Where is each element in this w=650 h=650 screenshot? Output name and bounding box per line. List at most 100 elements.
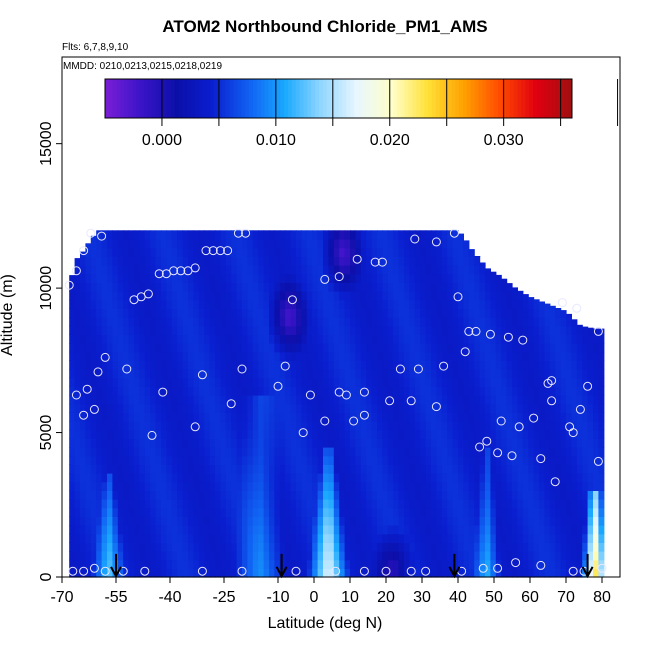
heatmap-cell <box>112 351 119 361</box>
heatmap-cell <box>350 273 356 283</box>
heatmap-cell <box>350 360 356 370</box>
x-tick-label: 10 <box>341 589 359 606</box>
heatmap-cell <box>404 351 410 361</box>
heatmap-cell <box>242 247 248 257</box>
heatmap-cell <box>177 343 184 353</box>
heatmap-cell <box>350 334 356 344</box>
heatmap-cell <box>441 230 448 240</box>
heatmap-cell <box>382 256 389 266</box>
heatmap-cell <box>74 447 81 457</box>
heatmap-cell <box>539 559 545 569</box>
heatmap-cell <box>128 386 135 396</box>
heatmap-cell <box>96 499 103 509</box>
heatmap-cell <box>139 403 146 413</box>
heatmap-cell <box>387 464 394 474</box>
heatmap-cell <box>144 481 151 491</box>
heatmap-cell <box>414 395 421 405</box>
heatmap-cell <box>85 490 92 500</box>
colorbar-segment <box>447 79 452 118</box>
heatmap-cell <box>209 369 216 379</box>
heatmap-cell <box>522 568 529 578</box>
heatmap-cell <box>285 403 292 413</box>
heatmap-cell <box>236 230 243 240</box>
colorbar-segment <box>373 79 378 118</box>
observation-point <box>511 558 521 568</box>
heatmap-cell <box>242 273 248 283</box>
heatmap-cell <box>420 325 427 335</box>
heatmap-cell <box>555 507 562 517</box>
heatmap-cell <box>479 282 486 292</box>
heatmap-cell <box>366 325 373 335</box>
heatmap-cell <box>317 256 324 266</box>
heatmap-cell <box>139 533 146 543</box>
heatmap-cell <box>290 308 297 318</box>
heatmap-cell <box>425 308 432 318</box>
heatmap-cell <box>69 525 76 535</box>
heatmap-cell <box>312 308 319 318</box>
heatmap-cell <box>431 447 437 457</box>
heatmap-cell <box>263 273 270 283</box>
heatmap-cell <box>598 455 605 465</box>
heatmap-cell <box>112 447 119 457</box>
heatmap-cell <box>231 334 238 344</box>
heatmap-cell <box>328 412 335 422</box>
heatmap-cell <box>274 386 281 396</box>
heatmap-cell <box>117 308 124 318</box>
observation-point <box>359 387 369 397</box>
x-tick-label: 20 <box>377 589 395 606</box>
heatmap-cell <box>101 447 108 457</box>
heatmap-cell <box>398 507 405 517</box>
heatmap-cell <box>198 308 205 318</box>
heatmap-cell <box>263 516 270 526</box>
heatmap-cell <box>225 542 232 552</box>
heatmap-cell <box>490 473 497 483</box>
heatmap-cell <box>182 256 189 266</box>
colorbar-segment <box>252 79 258 118</box>
heatmap-cell <box>512 395 518 405</box>
heatmap-cell <box>312 568 319 578</box>
heatmap-cell <box>220 438 227 448</box>
heatmap-cell <box>134 308 140 318</box>
heatmap-cell <box>155 239 162 249</box>
heatmap-cell <box>377 299 383 309</box>
heatmap-cell <box>301 429 308 439</box>
heatmap-cell <box>425 273 432 283</box>
heatmap-cell <box>371 447 378 457</box>
heatmap-cell <box>474 516 481 526</box>
heatmap-cell <box>296 412 302 422</box>
heatmap-cell <box>188 551 194 561</box>
heatmap-cell <box>85 299 92 309</box>
heatmap-cell <box>323 490 329 500</box>
heatmap-cell <box>144 533 151 543</box>
heatmap-cell <box>474 360 481 370</box>
heatmap-cell <box>549 525 556 535</box>
heatmap-cell <box>593 464 599 474</box>
observation-point <box>485 329 495 339</box>
colorbar-segment <box>198 79 203 118</box>
heatmap-cell <box>193 325 200 335</box>
heatmap-cell <box>512 438 518 448</box>
heatmap-cell <box>371 395 378 405</box>
colorbar-segment <box>513 79 519 118</box>
heatmap-cell <box>150 421 157 431</box>
heatmap-cell <box>285 455 292 465</box>
heatmap-cell <box>166 516 173 526</box>
heatmap-cell <box>339 412 346 422</box>
heatmap-cell <box>371 377 378 387</box>
heatmap-cell <box>431 499 437 509</box>
heatmap-cell <box>566 395 572 405</box>
heatmap-cell <box>393 429 400 439</box>
heatmap-cell <box>582 334 589 344</box>
heatmap-cell <box>155 473 162 483</box>
heatmap-cell <box>490 282 497 292</box>
heatmap-cell <box>344 395 351 405</box>
heatmap-cell <box>436 481 443 491</box>
observation-point <box>449 228 459 238</box>
heatmap-cell <box>312 447 319 457</box>
heatmap-cell <box>571 525 578 535</box>
heatmap-cell <box>355 438 362 448</box>
heatmap-cell <box>452 455 459 465</box>
heatmap-cell <box>474 525 481 535</box>
heatmap-cell <box>371 481 378 491</box>
heatmap-cell <box>377 551 383 561</box>
